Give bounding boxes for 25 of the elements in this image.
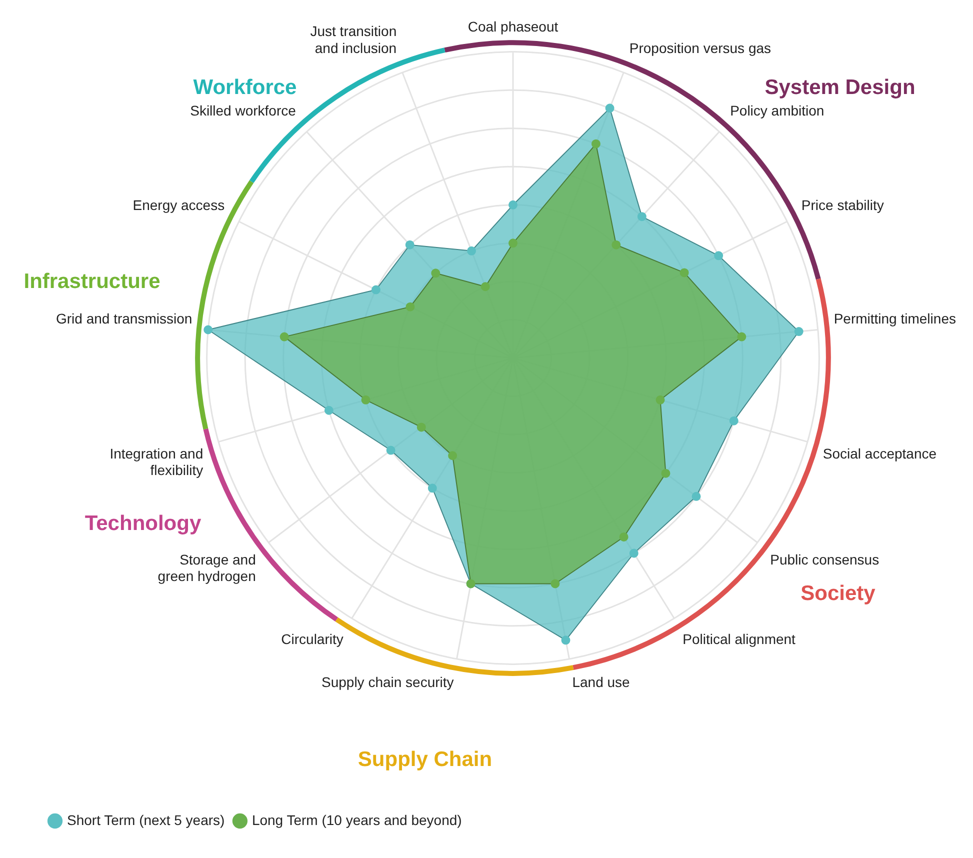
legend-label: Long Term (10 years and beyond) <box>252 812 462 828</box>
spoke-label: Price stability <box>801 196 884 213</box>
spoke-label: Skilled workforce <box>190 102 296 118</box>
spoke-label: Integration and flexibility <box>110 445 204 478</box>
spoke-label: Proposition versus gas <box>629 40 772 56</box>
spoke-label: Circularity <box>281 631 344 648</box>
spoke-label: Social acceptance <box>822 445 937 462</box>
spoke-label: Storage and green hydrogen <box>158 551 256 584</box>
spoke-label: Supply chain security <box>322 674 454 690</box>
text: Workforce <box>193 76 297 100</box>
text: Society <box>800 582 876 606</box>
spoke-label: Policy ambition <box>730 102 824 118</box>
spoke-label: Just transition and inclusion <box>310 23 397 56</box>
text: Supply Chain <box>358 748 492 772</box>
text: Infrastructure <box>24 270 160 294</box>
text: Technology <box>84 512 202 536</box>
spoke-label: Political alignment <box>682 631 796 648</box>
spoke-label: Grid and transmission <box>56 310 192 327</box>
spoke-label: Land use <box>572 674 630 690</box>
text: System Design <box>764 76 916 100</box>
spoke-label: Permitting timelines <box>834 310 956 327</box>
spoke-label: Coal phaseout <box>468 18 558 34</box>
spoke-label: Public consensus <box>770 551 880 568</box>
legend-label: Short Term (next 5 years) <box>67 812 225 828</box>
spoke-label: Energy access <box>132 196 225 213</box>
